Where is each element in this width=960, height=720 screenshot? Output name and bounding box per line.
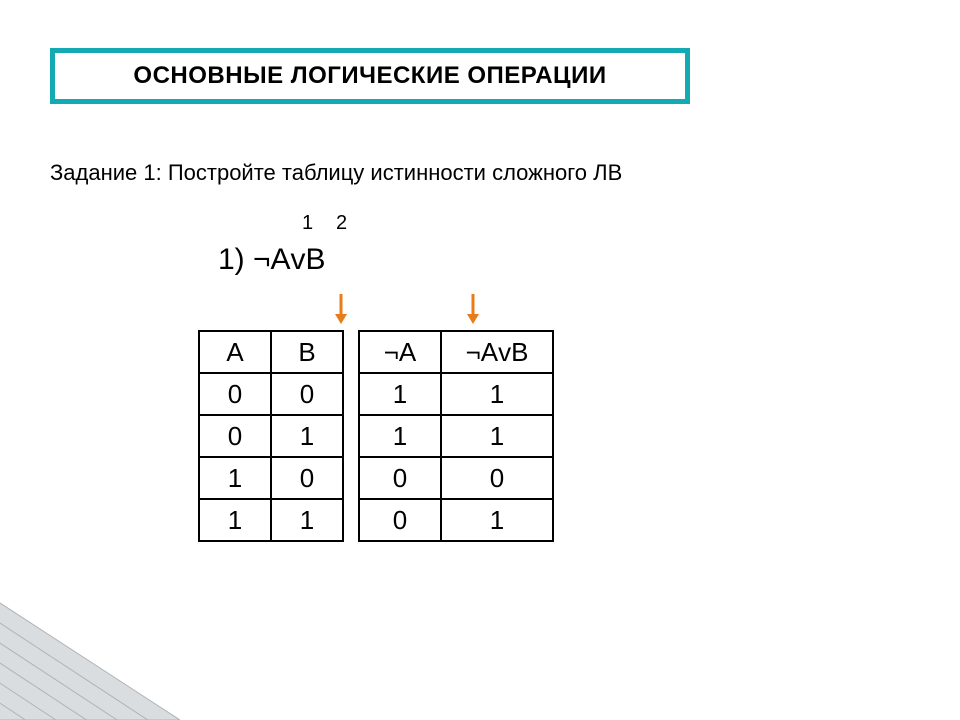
step-annot-2: 2 xyxy=(336,212,347,235)
col-header: В xyxy=(271,331,343,373)
step-annot-1: 1 xyxy=(302,212,313,235)
table-row: 00 xyxy=(199,373,343,415)
truth-table-results: ¬А ¬АvВ 11 11 00 01 xyxy=(358,330,554,542)
arrow-icon xyxy=(466,294,480,324)
table-row: А В xyxy=(199,331,343,373)
col-header: ¬А xyxy=(359,331,441,373)
task-text: Задание 1: Постройте таблицу истинности … xyxy=(50,160,622,186)
table-row: ¬А ¬АvВ xyxy=(359,331,553,373)
truth-table-inputs: А В 00 01 10 11 xyxy=(198,330,344,542)
col-header: ¬АvВ xyxy=(441,331,553,373)
table-row: 01 xyxy=(199,415,343,457)
table-row: 11 xyxy=(359,415,553,457)
corner-decoration xyxy=(0,600,180,720)
table-row: 01 xyxy=(359,499,553,541)
table-row: 00 xyxy=(359,457,553,499)
page-title: ОСНОВНЫЕ ЛОГИЧЕСКИЕ ОПЕРАЦИИ xyxy=(133,62,606,90)
table-row: 10 xyxy=(199,457,343,499)
table-row: 11 xyxy=(359,373,553,415)
arrow-icon xyxy=(334,294,348,324)
title-box: ОСНОВНЫЕ ЛОГИЧЕСКИЕ ОПЕРАЦИИ xyxy=(50,48,690,104)
expression: 1) ¬АvВ xyxy=(218,243,326,277)
table-row: 11 xyxy=(199,499,343,541)
col-header: А xyxy=(199,331,271,373)
